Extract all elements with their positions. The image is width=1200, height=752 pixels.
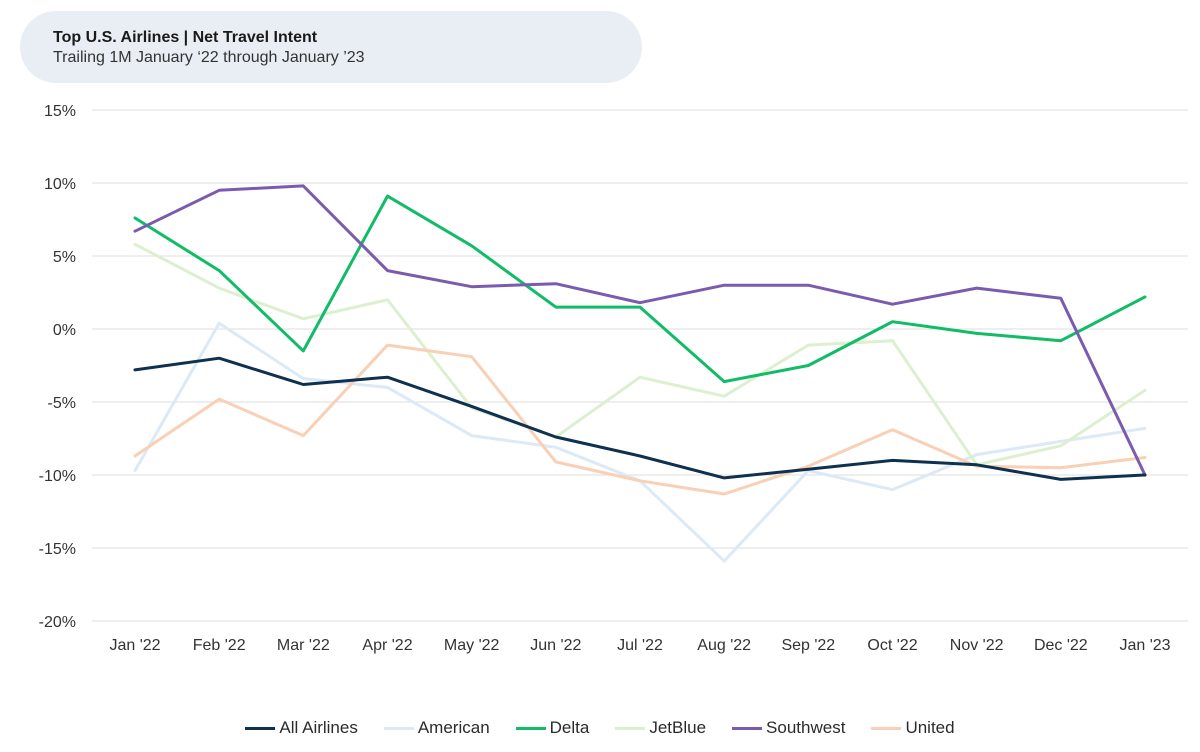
legend-swatch: [245, 726, 276, 730]
y-tick-label: 10%: [44, 176, 76, 193]
x-tick-label: Feb '22: [193, 637, 246, 654]
x-tick-label: Jan '22: [109, 637, 160, 654]
legend-swatch: [515, 726, 546, 730]
legend-label: JetBlue: [649, 718, 707, 737]
chart-subtitle: Trailing 1M January ‘22 through January …: [53, 49, 365, 66]
series-line-all-airlines: [133, 356, 1147, 481]
x-tick-label: Jun '22: [530, 637, 581, 654]
y-tick-label: -10%: [39, 468, 76, 485]
chart-title-box: Top U.S. Airlines | Net Travel Intent Tr…: [20, 11, 642, 83]
legend-swatch: [383, 726, 414, 730]
legend-swatch: [615, 726, 646, 730]
series-line-southwest: [133, 184, 1147, 477]
series-line-american: [133, 321, 1147, 563]
y-tick-label: 0%: [53, 322, 76, 339]
x-tick-label: Oct '22: [867, 637, 917, 654]
legend-item-american: American: [383, 718, 490, 738]
series-line-jetblue: [133, 242, 1147, 467]
x-tick-label: Apr '22: [362, 637, 412, 654]
legend-label: All Airlines: [279, 718, 358, 737]
y-tick-label: -15%: [39, 541, 76, 558]
chart-legend: All Airlines American Delta JetBlue Southwes…: [0, 715, 1200, 741]
x-tick-label: Jul '22: [617, 637, 663, 654]
legend-label: United: [905, 718, 955, 737]
legend-item-all-airlines: All Airlines: [245, 718, 358, 738]
x-tick-label: Aug '22: [697, 637, 751, 654]
y-tick-label: 15%: [44, 103, 76, 120]
y-tick-label: 5%: [53, 249, 76, 266]
legend-label: Southwest: [766, 718, 846, 737]
legend-swatch: [732, 726, 763, 730]
legend-item-southwest: Southwest: [732, 718, 845, 738]
x-tick-label: Dec '22: [1034, 637, 1088, 654]
legend-swatch: [871, 726, 902, 730]
chart-title: Top U.S. Airlines | Net Travel Intent: [53, 29, 318, 46]
series-line-delta: [133, 194, 1147, 384]
legend-item-united: United: [871, 718, 955, 738]
x-tick-label: May '22: [444, 637, 500, 654]
x-tick-label: Jan '23: [1119, 637, 1170, 654]
legend-label: American: [417, 718, 490, 737]
legend-item-delta: Delta: [515, 718, 590, 738]
legend-label: Delta: [549, 718, 590, 737]
y-tick-label: -20%: [39, 614, 76, 631]
x-tick-label: Nov '22: [950, 637, 1004, 654]
x-tick-label: Sep '22: [781, 637, 835, 654]
legend-item-jetblue: JetBlue: [615, 718, 706, 738]
x-tick-label: Mar '22: [277, 637, 330, 654]
y-tick-label: -5%: [48, 395, 76, 412]
